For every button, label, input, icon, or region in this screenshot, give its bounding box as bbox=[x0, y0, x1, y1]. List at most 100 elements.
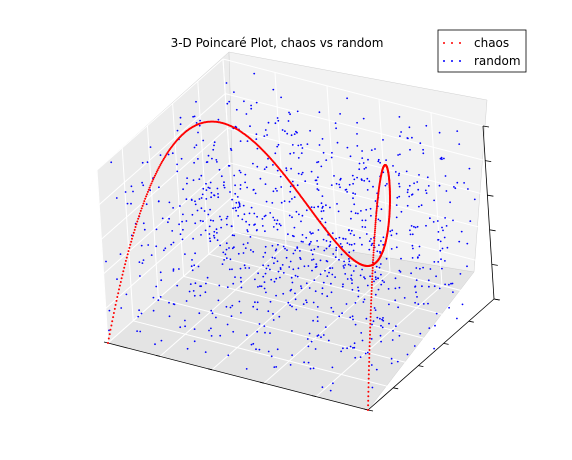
random-point bbox=[284, 130, 286, 133]
random-point bbox=[346, 146, 349, 149]
random-point bbox=[130, 185, 133, 188]
random-point bbox=[350, 217, 352, 220]
random-point bbox=[438, 184, 441, 187]
random-point bbox=[200, 234, 202, 236]
random-point bbox=[137, 315, 140, 318]
random-point bbox=[336, 203, 338, 205]
random-point bbox=[194, 282, 197, 285]
random-point bbox=[243, 100, 245, 103]
random-point bbox=[256, 215, 258, 218]
random-point bbox=[297, 267, 300, 270]
chaos-point bbox=[370, 283, 373, 286]
random-point bbox=[353, 178, 356, 181]
random-point bbox=[444, 283, 446, 286]
chaos-point bbox=[114, 303, 117, 306]
random-point bbox=[352, 318, 354, 321]
random-point bbox=[297, 172, 300, 175]
random-point bbox=[263, 135, 266, 138]
random-point bbox=[348, 260, 351, 263]
random-point bbox=[390, 362, 393, 365]
legend-label-random: random bbox=[474, 54, 521, 68]
random-point bbox=[261, 225, 264, 227]
random-point bbox=[310, 340, 313, 343]
random-point bbox=[272, 190, 275, 193]
chaos-point bbox=[119, 281, 122, 283]
random-point bbox=[233, 174, 236, 177]
random-point bbox=[365, 166, 367, 169]
random-point bbox=[390, 234, 393, 237]
random-point bbox=[449, 201, 451, 204]
chaos-point bbox=[368, 365, 370, 367]
chaos-point bbox=[138, 212, 141, 215]
random-point bbox=[398, 286, 401, 289]
chaos-point bbox=[372, 261, 374, 264]
random-point bbox=[308, 332, 311, 335]
random-point bbox=[194, 222, 197, 225]
chaos-point bbox=[371, 278, 374, 281]
random-point bbox=[167, 153, 170, 156]
random-point bbox=[239, 184, 242, 186]
random-point bbox=[229, 258, 232, 261]
random-point bbox=[351, 282, 353, 285]
random-point bbox=[315, 263, 318, 265]
legend-marker-chaos-2 bbox=[451, 42, 453, 44]
random-point bbox=[188, 290, 191, 293]
random-point bbox=[255, 229, 258, 232]
random-point bbox=[262, 264, 264, 267]
random-point bbox=[203, 210, 206, 212]
random-point bbox=[397, 154, 399, 156]
random-point bbox=[290, 167, 292, 170]
random-point bbox=[344, 264, 346, 266]
random-point bbox=[380, 208, 383, 211]
chaos-point bbox=[368, 349, 371, 351]
random-point bbox=[293, 196, 296, 199]
chaos-point bbox=[125, 256, 128, 259]
random-point bbox=[290, 276, 293, 279]
random-point bbox=[202, 220, 204, 223]
random-point bbox=[330, 291, 333, 294]
random-point bbox=[329, 267, 331, 269]
random-point bbox=[279, 276, 281, 279]
random-point bbox=[182, 188, 185, 191]
random-point bbox=[305, 236, 308, 239]
z-axis-line bbox=[482, 125, 495, 300]
random-point bbox=[265, 267, 268, 270]
random-point bbox=[228, 247, 230, 249]
random-point bbox=[458, 143, 461, 146]
random-point bbox=[356, 145, 359, 147]
random-point bbox=[152, 309, 155, 312]
random-point bbox=[184, 325, 187, 328]
random-point bbox=[381, 326, 384, 329]
random-point bbox=[288, 111, 290, 114]
random-point bbox=[145, 203, 148, 206]
random-point bbox=[265, 200, 268, 203]
random-point bbox=[328, 245, 331, 248]
random-point bbox=[277, 119, 280, 122]
random-point bbox=[205, 198, 208, 200]
chaos-point bbox=[372, 249, 375, 252]
random-point bbox=[437, 261, 440, 263]
random-point bbox=[314, 290, 317, 293]
random-point bbox=[433, 261, 436, 263]
grid-line-left-y-5 bbox=[222, 58, 235, 233]
random-point bbox=[230, 225, 233, 228]
random-point bbox=[185, 300, 188, 302]
chaos-point bbox=[373, 239, 376, 242]
random-point bbox=[254, 223, 256, 226]
random-point bbox=[250, 206, 253, 209]
random-point bbox=[341, 285, 344, 288]
x-tick-4 bbox=[311, 395, 317, 397]
chaos-point bbox=[376, 202, 379, 205]
random-point bbox=[384, 184, 387, 187]
random-point bbox=[142, 184, 145, 187]
random-point bbox=[395, 246, 398, 249]
random-point bbox=[334, 122, 337, 124]
grid-line-left-z-1 bbox=[105, 197, 233, 309]
random-point bbox=[280, 201, 283, 204]
random-point bbox=[213, 236, 216, 239]
random-point bbox=[179, 205, 181, 207]
chaos-point bbox=[146, 190, 149, 193]
random-point bbox=[200, 174, 203, 177]
random-point bbox=[409, 229, 411, 232]
